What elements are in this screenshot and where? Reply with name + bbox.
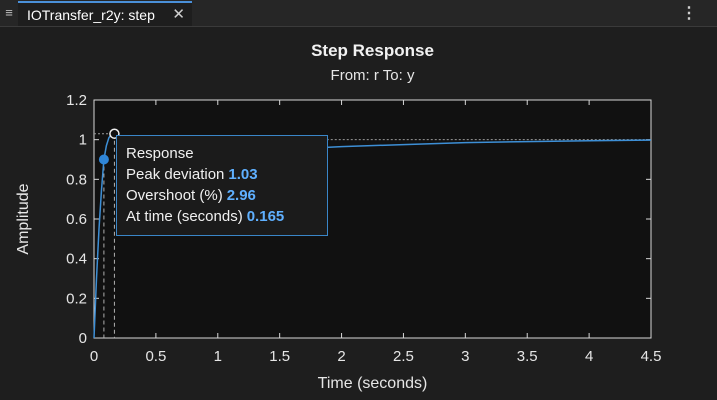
x-tick-label: 1 (214, 348, 222, 365)
x-axis-label: Time (seconds) (318, 375, 428, 392)
x-tick-label: 0 (90, 348, 98, 365)
overshoot-label: Overshoot (%) (126, 187, 223, 204)
overshoot-value: 2.96 (226, 187, 256, 204)
tab-bar: ≡ IOTransfer_r2y: step ✕ ⋮ (0, 0, 717, 27)
y-axis-label: Amplitude (15, 183, 32, 254)
chart-title: Step Response (311, 41, 434, 60)
datatip-peak: Peak deviation 1.03 (126, 166, 258, 183)
peak-label: Peak deviation (126, 166, 225, 183)
x-tick-label: 3.5 (517, 348, 538, 365)
time-label: At time (seconds) (126, 208, 243, 225)
y-tick-label: 0.2 (66, 290, 87, 307)
hamburger-icon[interactable]: ≡ (5, 5, 13, 20)
close-icon[interactable]: ✕ (172, 6, 185, 23)
chart-subtitle: From: r To: y (331, 67, 415, 84)
y-tick-label: 1.2 (66, 92, 87, 109)
x-tick-label: 0.5 (145, 348, 166, 365)
x-tick-label: 2 (337, 348, 345, 365)
x-tick-label: 3 (461, 348, 469, 365)
y-tick-label: 0.4 (66, 251, 87, 268)
x-tick-label: 4.5 (641, 348, 662, 365)
kebab-icon[interactable]: ⋮ (681, 5, 697, 22)
time-value: 0.165 (246, 208, 285, 225)
y-tick-label: 0.8 (66, 171, 87, 188)
tab-iotransfer[interactable]: IOTransfer_r2y: step ✕ (18, 1, 192, 26)
y-tick-label: 1 (79, 132, 87, 149)
datatip-time: At time (seconds) 0.165 (126, 208, 284, 225)
y-tick-label: 0.6 (66, 211, 87, 228)
datatip-overshoot: Overshoot (%) 2.96 (126, 187, 256, 204)
x-tick-label: 4 (585, 348, 593, 365)
datatip-title: Response (126, 145, 194, 162)
tab-label: IOTransfer_r2y: step (27, 7, 155, 23)
step-response-chart: Step Response From: r To: y 0 0.5 1 1.5 2 2.5 3 3… (15, 41, 662, 392)
y-tick-label: 0 (79, 330, 87, 347)
x-tick-label: 1.5 (269, 348, 290, 365)
x-tick-label: 2.5 (393, 348, 414, 365)
datatip-panel: Response Peak deviation 1.03 Overshoot (%… (116, 135, 328, 236)
rise-time-point (98, 154, 109, 165)
peak-value: 1.03 (228, 166, 258, 183)
